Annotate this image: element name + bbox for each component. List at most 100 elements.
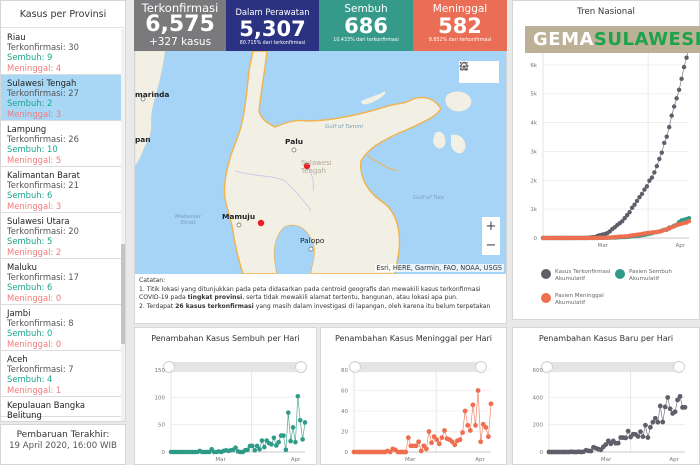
data-point (488, 401, 494, 407)
region-line-1: Sulawesi (301, 159, 332, 167)
data-point (655, 419, 661, 425)
confirmed-label: Terkonfirmasi (141, 1, 219, 15)
province-deaths: Meninggal: 4 (7, 62, 62, 73)
province-list-scrollbar[interactable] (121, 29, 125, 421)
data-point (252, 448, 258, 453)
data-point (293, 439, 298, 445)
new-daily-panel: Penambahan Kasus Baru per Hari 0 200 400 60… (512, 327, 700, 465)
last-update-panel: Pembaruan Terakhir: 19 April 2020, 16:00… (0, 424, 126, 465)
in-care-percent: 80.715% dari terkonfirmasi (239, 41, 306, 46)
brand-part-2: SULAWESI (593, 29, 700, 50)
data-point (297, 417, 303, 423)
case-point-sulawesi-barat[interactable] (257, 219, 265, 227)
last-update-title: Pembaruan Terakhir: (16, 430, 110, 440)
data-point (649, 175, 655, 180)
notes-title: Catatan: (139, 277, 166, 284)
legend-button[interactable] (460, 61, 499, 83)
palopo-marker (308, 246, 314, 252)
data-point (262, 444, 267, 450)
brand-part-1: GEMA (533, 29, 594, 50)
data-point (467, 428, 473, 433)
map[interactable]: marinda pan Palu Mamuju Palopo Sulawesi … (135, 51, 506, 274)
notes-line-1-end: , serta tidak mewakili alamat tertentu, … (242, 294, 458, 302)
data-point (625, 428, 631, 434)
scrollbar-thumb[interactable] (121, 244, 125, 344)
data-point (418, 448, 424, 454)
recovered-daily-title: Penambahan Kasus Sembuh per Hari (151, 334, 300, 343)
makassar-line-1: Makassar (175, 214, 202, 220)
province-item[interactable]: Kalimantan Barat Terkonfirmasi: 21 Sembuh:… (1, 167, 123, 213)
map-label-palopo: Palopo (300, 236, 325, 245)
makassar-line-2: Strait (180, 220, 196, 226)
province-confirmed: Terkonfirmasi: 27 (7, 88, 79, 99)
data-point (257, 446, 262, 452)
province-item[interactable]: Kepulauan Bangka Belitung (1, 397, 123, 421)
data-point (667, 406, 673, 412)
data-point (439, 435, 445, 441)
data-point (233, 445, 238, 450)
province-confirmed: Terkonfirmasi: 21 (7, 180, 79, 191)
data-point (434, 437, 440, 443)
province-item[interactable]: Sulawesi Utara Terkonfirmasi: 20 Sembuh: 5… (1, 213, 123, 259)
deaths-value: 582 (438, 14, 482, 38)
recovered-daily-panel: Penambahan Kasus Sembuh per Hari 0 50 100 1… (134, 327, 317, 465)
data-point (679, 76, 684, 82)
legend-dot-deaths (541, 293, 551, 303)
y-tick-label: 100 (155, 395, 166, 401)
map-notes: Catatan: 1. Titik lokasi yang ditunjukka… (139, 277, 502, 321)
province-item[interactable]: Riau Terkonfirmasi: 30 Sembuh: 9 Meninggal:… (1, 29, 123, 75)
y-tick-label: 400 (533, 395, 544, 401)
y-tick-label: 200 (533, 423, 544, 429)
province-list[interactable]: Riau Terkonfirmasi: 30 Sembuh: 9 Meninggal:… (1, 29, 123, 421)
region-line-2: Tengah (301, 167, 326, 175)
data-point (300, 437, 305, 442)
map-label-balikpapan: pan (135, 135, 151, 144)
data-point (302, 420, 308, 425)
legend-dot-recovered (615, 269, 625, 279)
data-point (442, 428, 447, 433)
notes-line-1-text: 1. Titik lokasi yang ditunjukkan pada pe… (139, 285, 481, 302)
data-point (623, 435, 629, 441)
province-name: Sulawesi Utara (7, 216, 70, 226)
data-point (632, 202, 637, 207)
legend-item-confirmed[interactable]: Kasus Terkonfirmasi Akumulatif (541, 269, 613, 283)
series-line (354, 390, 492, 453)
data-point (669, 113, 674, 118)
data-point (662, 140, 667, 146)
province-item[interactable]: Lampung Terkonfirmasi: 26 Sembuh: 10 Mening… (1, 121, 123, 167)
data-point (465, 422, 471, 428)
y-tick-label: 0 (534, 236, 538, 242)
zoom-out-button[interactable]: − (485, 238, 497, 253)
new-daily-chart: 0 200 400 600 Mar Apr (533, 368, 688, 463)
data-point (660, 419, 666, 425)
province-item[interactable]: Sulawesi Tengah Terkonfirmasi: 27 Sembuh: … (1, 75, 123, 121)
data-point (413, 443, 419, 449)
data-point (677, 393, 683, 399)
data-point (478, 439, 484, 445)
legend-item-deaths[interactable]: Pasien Meninggal Akumulatif (541, 293, 613, 307)
map-panel: marinda pan Palu Mamuju Palopo Sulawesi … (134, 51, 507, 324)
zoom-in-button[interactable]: + (485, 219, 497, 234)
data-point (271, 435, 277, 441)
notes-line-1: 1. Titik lokasi yang ditunjukkan pada pe… (139, 286, 502, 303)
confirmed-value: 6,575 (145, 12, 215, 37)
in-care-label: Dalam Perawatan (235, 7, 310, 17)
x-tick-label: Apr (675, 243, 685, 249)
data-point (426, 429, 432, 434)
data-point (416, 439, 422, 445)
y-tick-label: 0 (345, 450, 349, 456)
recovered-tile: Sembuh 686 10.433% dari terkonfirmasi (319, 0, 413, 51)
province-name: Kepulauan Bangka Belitung (7, 400, 86, 421)
province-deaths: Meninggal: 2 (7, 246, 62, 257)
data-point (486, 434, 491, 440)
province-item[interactable]: Jambi Terkonfirmasi: 8 Sembuh: 0 Meninggal:… (1, 305, 123, 351)
notes-line-1-bold: tingkat provinsi (187, 294, 243, 302)
case-point-sulawesi-tengah[interactable] (303, 162, 311, 170)
palu-marker (291, 147, 297, 153)
data-point (250, 443, 255, 449)
province-item[interactable]: Aceh Terkonfirmasi: 7 Sembuh: 4 Meninggal: … (1, 351, 123, 397)
deaths-percent: 8.852% dari terkonfirmasi (428, 38, 492, 43)
x-tick-label: Apr (291, 457, 301, 463)
province-item[interactable]: Maluku Terkonfirmasi: 17 Sembuh: 6 Meningga… (1, 259, 123, 305)
legend-item-recovered[interactable]: Pasien Sembuh Akumulatif (615, 269, 681, 283)
